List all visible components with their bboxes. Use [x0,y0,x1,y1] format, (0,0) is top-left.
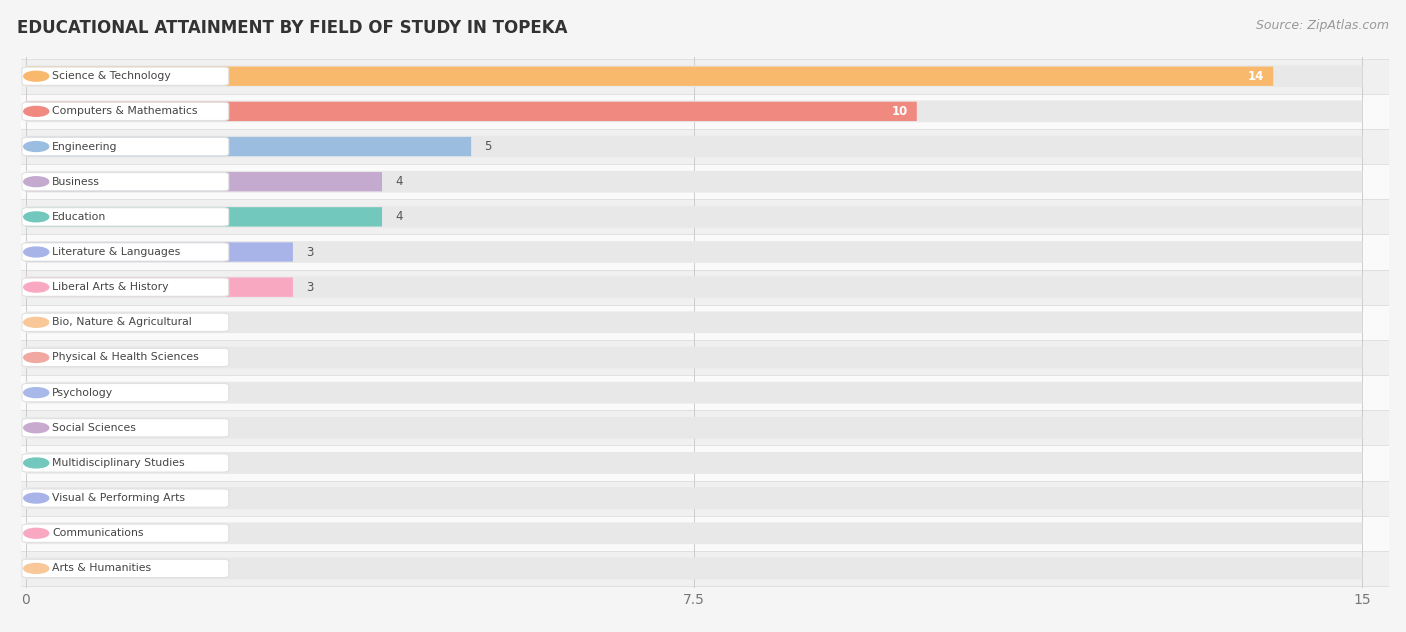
Text: Psychology: Psychology [52,387,114,398]
Text: Engineering: Engineering [52,142,118,152]
Text: 3: 3 [307,245,314,258]
FancyBboxPatch shape [25,102,917,121]
FancyBboxPatch shape [22,559,229,578]
Circle shape [24,387,49,398]
Text: EDUCATIONAL ATTAINMENT BY FIELD OF STUDY IN TOPEKA: EDUCATIONAL ATTAINMENT BY FIELD OF STUDY… [17,19,568,37]
FancyBboxPatch shape [25,136,1362,157]
Bar [0,410,1406,446]
FancyBboxPatch shape [25,346,1362,368]
Text: Source: ZipAtlas.com: Source: ZipAtlas.com [1256,19,1389,32]
Text: 5: 5 [485,140,492,153]
Text: 0: 0 [39,386,46,399]
Text: 0: 0 [39,316,46,329]
Text: Bio, Nature & Agricultural: Bio, Nature & Agricultural [52,317,193,327]
FancyBboxPatch shape [25,242,292,262]
Bar [0,270,1406,305]
FancyBboxPatch shape [22,208,229,226]
FancyBboxPatch shape [25,277,292,297]
Circle shape [24,247,49,257]
FancyBboxPatch shape [22,173,229,191]
FancyBboxPatch shape [25,523,1362,544]
Text: 0: 0 [39,456,46,470]
Bar [0,375,1406,410]
FancyBboxPatch shape [22,384,229,402]
Bar [0,234,1406,270]
FancyBboxPatch shape [22,524,229,542]
FancyBboxPatch shape [25,206,1362,228]
Text: Literature & Languages: Literature & Languages [52,247,180,257]
Circle shape [24,564,49,573]
Circle shape [24,317,49,327]
Bar [0,164,1406,199]
FancyBboxPatch shape [25,557,1362,580]
Text: Computers & Mathematics: Computers & Mathematics [52,106,198,116]
FancyBboxPatch shape [22,278,229,296]
FancyBboxPatch shape [25,487,1362,509]
FancyBboxPatch shape [25,241,1362,263]
Circle shape [24,493,49,503]
Text: Science & Technology: Science & Technology [52,71,172,82]
FancyBboxPatch shape [25,417,1362,439]
Text: 4: 4 [395,210,404,223]
Bar [0,551,1406,586]
Bar [0,516,1406,551]
Text: Physical & Health Sciences: Physical & Health Sciences [52,353,200,363]
FancyBboxPatch shape [25,276,1362,298]
Circle shape [24,528,49,538]
Text: Business: Business [52,177,100,186]
Bar [0,129,1406,164]
Bar [0,94,1406,129]
FancyBboxPatch shape [22,348,229,367]
FancyBboxPatch shape [22,418,229,437]
Bar [0,480,1406,516]
Circle shape [24,106,49,116]
Circle shape [24,71,49,81]
Circle shape [24,458,49,468]
Text: Arts & Humanities: Arts & Humanities [52,563,152,573]
Text: 0: 0 [39,492,46,504]
Text: 0: 0 [39,526,46,540]
Text: 14: 14 [1249,70,1264,83]
Bar [0,199,1406,234]
Circle shape [24,423,49,433]
FancyBboxPatch shape [25,66,1274,86]
Text: 0: 0 [39,422,46,434]
Bar [0,340,1406,375]
FancyBboxPatch shape [25,65,1362,87]
FancyBboxPatch shape [22,137,229,155]
Circle shape [24,142,49,152]
FancyBboxPatch shape [22,454,229,472]
Text: 0: 0 [39,562,46,575]
FancyBboxPatch shape [22,67,229,85]
Bar [0,446,1406,480]
Circle shape [24,283,49,292]
FancyBboxPatch shape [25,207,382,226]
Text: Visual & Performing Arts: Visual & Performing Arts [52,493,186,503]
Text: Communications: Communications [52,528,143,538]
Text: 0: 0 [39,351,46,364]
FancyBboxPatch shape [22,102,229,121]
FancyBboxPatch shape [25,100,1362,122]
FancyBboxPatch shape [25,171,1362,193]
Text: 3: 3 [307,281,314,294]
FancyBboxPatch shape [22,489,229,507]
Bar [0,59,1406,94]
Circle shape [24,212,49,222]
Circle shape [24,177,49,186]
Text: Liberal Arts & History: Liberal Arts & History [52,282,169,292]
FancyBboxPatch shape [25,382,1362,404]
Circle shape [24,353,49,362]
Text: Education: Education [52,212,107,222]
Text: Multidisciplinary Studies: Multidisciplinary Studies [52,458,186,468]
FancyBboxPatch shape [25,452,1362,474]
FancyBboxPatch shape [25,312,1362,333]
Text: 4: 4 [395,175,404,188]
Text: 10: 10 [891,105,908,118]
Bar [0,305,1406,340]
FancyBboxPatch shape [22,243,229,261]
FancyBboxPatch shape [25,172,382,191]
FancyBboxPatch shape [22,313,229,331]
Text: Social Sciences: Social Sciences [52,423,136,433]
FancyBboxPatch shape [25,137,471,156]
